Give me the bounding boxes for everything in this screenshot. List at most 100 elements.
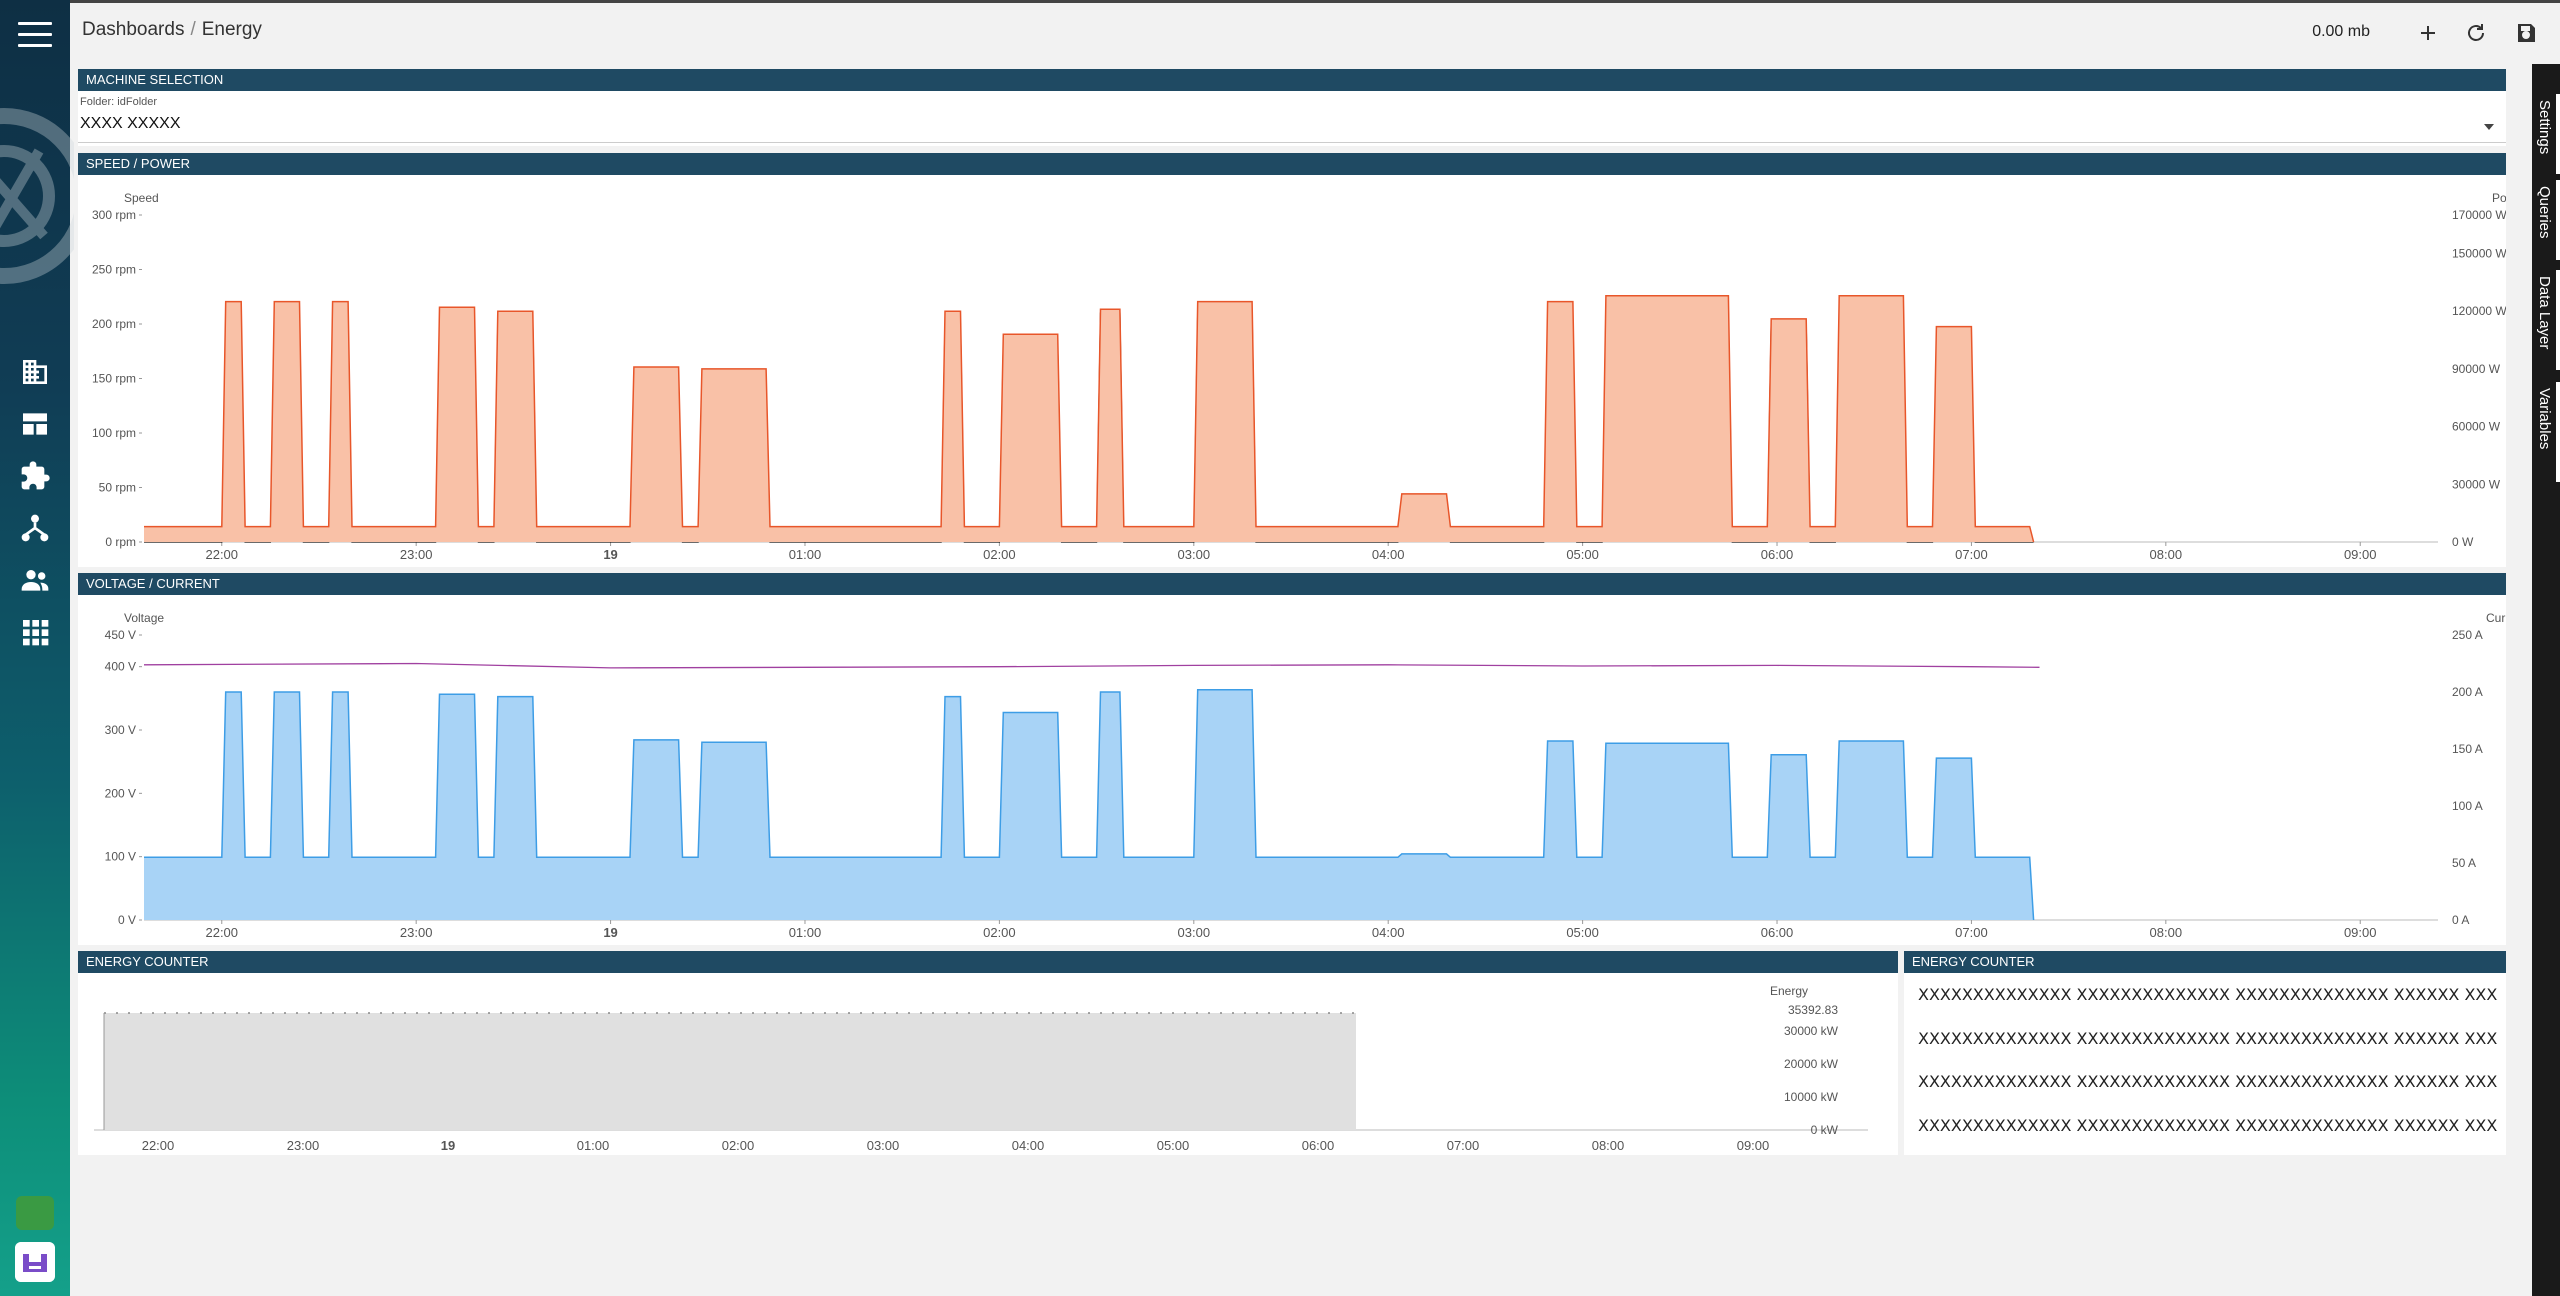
assistant-bot-icon[interactable] [15, 1242, 55, 1282]
x-tick-label: 02:00 [722, 1138, 755, 1153]
energy-text-line: XXXXXXXXXXXXXX XXXXXXXXXXXXXX XXXXXXXXXX… [1918, 1028, 2498, 1048]
left-tick-label: 0 V [118, 913, 136, 927]
energy-text-line: XXXXXXXXXXXXXX XXXXXXXXXXXXXX XXXXXXXXXX… [1918, 985, 2498, 1004]
x-tick-label: 05:00 [1566, 925, 1599, 940]
save-icon[interactable] [2514, 21, 2538, 45]
dashboard-icon[interactable] [19, 408, 51, 440]
left-tick-label: 200 V [105, 786, 136, 800]
breadcrumb-separator: / [190, 19, 196, 40]
sidebar [0, 0, 74, 1296]
energy-counter-chart-panel: 22:00 23:00 19 01:00 02:00 03:00 04:00 05:00 06:… [78, 973, 1898, 1155]
machine-selection-header: MACHINE SELECTION [78, 69, 2506, 91]
users-icon[interactable] [19, 564, 51, 596]
right-tab-bar: Settings Queries Data Layer Variables [2532, 64, 2560, 1296]
energy-text-line: XXXXXXXXXXXXXX XXXXXXXXXXXXXX XXXXXXXXXX… [1918, 1072, 2498, 1091]
x-tick-label: 07:00 [1447, 1138, 1480, 1153]
apps-icon[interactable] [19, 616, 51, 648]
x-tick-label: 22:00 [142, 1138, 175, 1153]
breadcrumb-current: Energy [201, 19, 262, 40]
hierarchy-icon[interactable] [19, 512, 51, 544]
x-tick-label: 03:00 [1178, 925, 1211, 940]
x-tick-label: 09:00 [2344, 547, 2377, 562]
speed-power-chart: 22:00 23:00 19 01:00 02:00 03:00 04:00 05:00 06:… [92, 191, 2526, 562]
left-axis-label: Voltage [124, 611, 164, 625]
left-tick-label: 150 rpm [92, 372, 136, 386]
puzzle-icon[interactable] [19, 460, 51, 492]
x-tick-label: 06:00 [1761, 547, 1794, 562]
x-tick-label: 05:00 [1157, 1138, 1190, 1153]
right-tick-label: 0 kW [1811, 1123, 1839, 1137]
right-tick-label: 50 A [2452, 856, 2476, 870]
left-tick-label: 0 rpm [105, 535, 136, 549]
top-bar: Dashboards / Energy 0.00 mb [70, 0, 2560, 62]
breadcrumb-dashboards[interactable]: Dashboards [82, 19, 185, 40]
x-tick-label: 02:00 [983, 547, 1016, 562]
x-tick-label: 09:00 [1737, 1138, 1770, 1153]
breadcrumb: Dashboards / Energy [82, 19, 262, 41]
energy-text-block: XXXXXXXXXXXXXX XXXXXXXXXXXXXX XXXXXXXXXX… [1918, 973, 2498, 1147]
right-tick-label: 250 A [2452, 628, 2483, 642]
tab-data-layer[interactable]: Data Layer [2532, 270, 2560, 370]
voltage-current-panel: 22:00 23:00 19 01:00 02:00 03:00 04:00 05:00 06:… [78, 595, 2527, 945]
right-axis-label: Current [2486, 611, 2506, 625]
right-tick-label: 60000 W [2452, 420, 2501, 434]
right-axis-label: Power [2492, 191, 2506, 205]
x-tick-label: 01:00 [577, 1138, 610, 1153]
left-tick-label: 250 rpm [92, 263, 136, 277]
select-underline [78, 142, 2506, 143]
speed-power-header: SPEED / POWER [78, 153, 2506, 175]
x-tick-label: 04:00 [1012, 1138, 1045, 1153]
right-tick-label: 30000 kW [1784, 1024, 1839, 1038]
right-axis-label: Energy [1770, 984, 1808, 998]
right-tick-label: 0 A [2452, 913, 2469, 927]
energy-counter-text-panel: XXXXXXXXXXXXXX XXXXXXXXXXXXXX XXXXXXXXXX… [1904, 973, 2506, 1155]
series-line [144, 312, 2034, 543]
x-tick-label: 04:00 [1372, 547, 1405, 562]
left-tick-label: 450 V [105, 628, 136, 642]
x-tick-label: 22:00 [205, 547, 238, 562]
right-tick-label: 150 A [2452, 742, 2483, 756]
voltage-current-chart: 22:00 23:00 19 01:00 02:00 03:00 04:00 05:00 06:… [105, 611, 2527, 940]
x-tick-label: 19 [603, 925, 617, 940]
chevron-down-icon[interactable] [2484, 124, 2494, 130]
x-tick-label: 06:00 [1761, 925, 1794, 940]
x-tick-label: 03:00 [867, 1138, 900, 1153]
x-tick-label: 03:00 [1178, 547, 1211, 562]
building-icon[interactable] [19, 356, 51, 388]
hamburger-menu-icon[interactable] [18, 22, 52, 48]
x-tick-label: 08:00 [2150, 547, 2183, 562]
left-tick-label: 100 V [105, 850, 136, 864]
x-tick-label: 04:00 [1372, 925, 1405, 940]
left-tick-label: 400 V [105, 660, 136, 674]
refresh-icon[interactable] [2464, 21, 2488, 45]
x-tick-label: 01:00 [789, 925, 822, 940]
x-tick-label: 19 [603, 547, 617, 562]
tab-settings[interactable]: Settings [2532, 94, 2560, 174]
brand-logo [0, 108, 74, 284]
series-area [144, 295, 2034, 542]
right-tick-label: 120000 W [2452, 304, 2506, 318]
left-axis-label: Speed [124, 191, 159, 205]
x-tick-label: 23:00 [287, 1138, 320, 1153]
energy-value-label: 35392.83 [1788, 1003, 1838, 1017]
status-indicator [16, 1196, 54, 1230]
plus-icon[interactable] [2416, 21, 2440, 45]
x-tick-label: 07:00 [1955, 547, 1988, 562]
voltage-current-header: VOLTAGE / CURRENT [78, 573, 2506, 595]
x-tick-label: 05:00 [1566, 547, 1599, 562]
series-line [144, 688, 2035, 921]
right-tick-label: 170000 W [2452, 208, 2506, 222]
energy-area [104, 1013, 1356, 1130]
x-tick-label: 08:00 [1592, 1138, 1625, 1153]
left-tick-label: 100 rpm [92, 426, 136, 440]
left-tick-label: 300 V [105, 723, 136, 737]
speed-power-panel: 22:00 23:00 19 01:00 02:00 03:00 04:00 05:00 06:… [78, 175, 2526, 567]
tab-variables[interactable]: Variables [2532, 382, 2560, 482]
right-tick-label: 200 A [2452, 685, 2483, 699]
series-area [144, 689, 2034, 920]
x-tick-label: 09:00 [2344, 925, 2377, 940]
folder-select-value[interactable]: XXXX XXXXX [80, 115, 181, 132]
tab-queries[interactable]: Queries [2532, 180, 2560, 260]
series-line [144, 295, 2035, 543]
x-tick-label: 01:00 [789, 547, 822, 562]
